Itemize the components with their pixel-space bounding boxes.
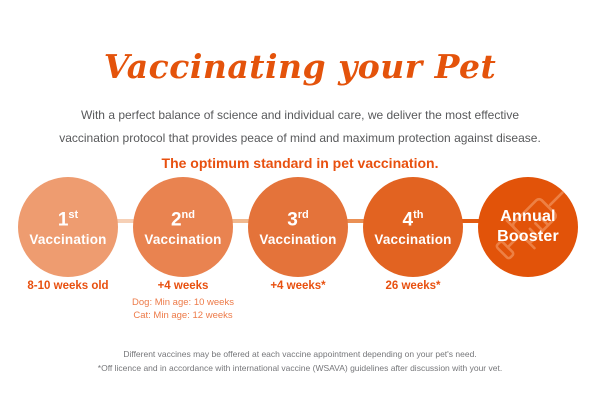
timeline-connector-3 xyxy=(298,219,413,223)
subtitle: The optimum standard in pet vaccination. xyxy=(161,155,439,171)
timeline-circle-1: 1st Vaccination xyxy=(18,177,118,277)
timeline-connector-1 xyxy=(68,219,183,223)
circle-label-3: 3rd Vaccination xyxy=(259,209,337,247)
timeline-connector-2 xyxy=(183,219,298,223)
footnote-line-1: Different vaccines may be offered at eac… xyxy=(123,349,477,359)
footnote-line-2: *Off licence and in accordance with inte… xyxy=(97,363,503,373)
intro-line-2: vaccination protocol that provides peace… xyxy=(59,131,541,145)
syringe-icon xyxy=(495,183,572,260)
timeline-circle-2: 2nd Vaccination xyxy=(133,177,233,277)
circle-label-4: 4th Vaccination xyxy=(374,209,452,247)
timeline-connector-4 xyxy=(413,219,528,223)
timeline-subnote-line: Dog: Min age: 10 weeks xyxy=(132,297,234,308)
timeline-note-3: +4 weeks* xyxy=(270,280,326,292)
timeline-note-2: +4 weeks xyxy=(157,280,209,292)
intro-line-1: With a perfect balance of science and in… xyxy=(80,108,519,122)
circle-label-2: 2nd Vaccination xyxy=(144,209,222,247)
circle-label-1: 1st Vaccination xyxy=(29,209,107,247)
page-title: Vaccinating your Pet xyxy=(103,47,497,86)
timeline-circle-3: 3rd Vaccination xyxy=(248,177,348,277)
timeline-note-4: 26 weeks* xyxy=(385,280,441,292)
intro-text: With a perfect balance of science and in… xyxy=(30,104,570,150)
timeline-circle-5: Annual Booster xyxy=(478,177,578,277)
timeline-circle-4: 4th Vaccination xyxy=(363,177,463,277)
footnotes: Different vaccines may be offered at eac… xyxy=(0,347,600,375)
circle-label-5: Annual Booster xyxy=(497,208,559,245)
timeline-subnotes-2: Dog: Min age: 10 weeks Cat: Min age: 12 w… xyxy=(98,296,268,322)
timeline-subnote-line: Cat: Min age: 12 weeks xyxy=(133,310,233,321)
timeline-note-1: 8-10 weeks old xyxy=(27,280,109,292)
